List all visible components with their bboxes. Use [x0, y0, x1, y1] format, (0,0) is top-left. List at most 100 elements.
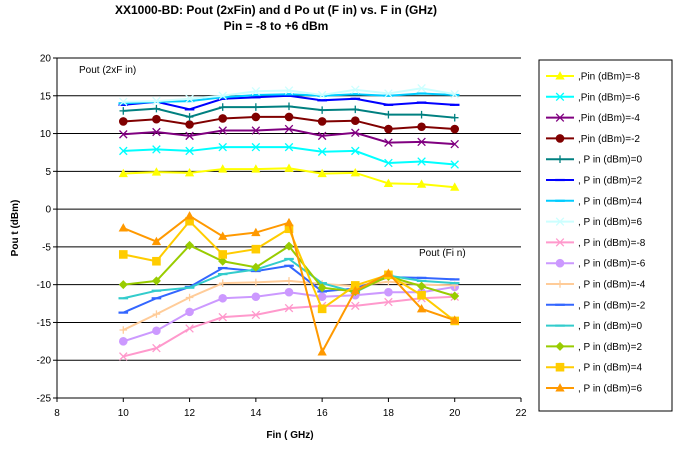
x-axis-label: Fin ( GHz): [266, 430, 313, 441]
data-point: [251, 164, 261, 173]
data-point: [152, 310, 161, 318]
data-point: [218, 103, 227, 111]
data-point: [351, 301, 360, 311]
data-point: [251, 262, 261, 272]
legend-item: ,Pin (dBm)=-6: [546, 92, 640, 103]
series-10: [118, 282, 460, 346]
y-tick-label: -20: [37, 356, 52, 367]
legend-label: , P in (dBm)=6: [578, 384, 642, 395]
data-point: [351, 128, 360, 138]
legend-label: , P in (dBm)=2: [578, 176, 642, 187]
data-point: [152, 145, 161, 154]
data-point: [218, 91, 227, 101]
data-point: [218, 126, 227, 135]
data-point: [318, 106, 326, 114]
data-point: [417, 110, 426, 119]
legend-marker: [555, 134, 565, 143]
y-axis-label: Pou t (dBm): [10, 200, 21, 257]
legend-label: , P in (dBm)=-2: [578, 300, 646, 311]
series-5: [119, 102, 459, 122]
data-point: [384, 138, 393, 147]
data-point: [317, 117, 327, 126]
data-point: [384, 89, 393, 98]
legend-item: , P in (dBm)=6: [546, 217, 642, 228]
data-point: [152, 114, 161, 124]
y-tick-label: 5: [45, 167, 51, 178]
legend-item: , P in (dBm)=-4: [546, 280, 646, 291]
data-point: [417, 137, 426, 147]
legend-label: , P in (dBm)=0: [578, 321, 642, 332]
data-point: [384, 110, 393, 119]
chart-subtitle: Pin = -8 to +6 dBm: [224, 19, 329, 33]
data-point: [450, 291, 460, 301]
x-tick-label: 10: [118, 408, 130, 419]
data-point: [118, 280, 128, 290]
x-tick-label: 16: [317, 408, 329, 419]
data-point: [185, 240, 195, 250]
data-point: [317, 304, 327, 314]
data-point: [185, 120, 194, 129]
legend-item: , P in (dBm)=2: [546, 176, 642, 187]
data-point: [118, 337, 128, 346]
data-point: [119, 352, 128, 361]
series-3: [119, 124, 459, 149]
data-point: [450, 315, 460, 324]
legend-label: , P in (dBm)=-6: [578, 259, 646, 270]
legend-item: , P in (dBm)=0: [546, 155, 642, 166]
data-point: [417, 281, 427, 291]
axis-layer: -25 -20 -15 -10 -5 0 5 10 15 20 8 10 12 14 16 18 20 22: [37, 54, 527, 420]
data-point: [119, 130, 128, 139]
legend-label: , P in (dBm)=4: [578, 196, 642, 207]
data-point: [284, 124, 294, 134]
data-point: [417, 157, 426, 166]
legend-marker: [556, 280, 564, 288]
data-point: [119, 97, 128, 107]
data-point: [218, 231, 228, 240]
data-point: [152, 343, 161, 353]
data-point: [284, 303, 294, 313]
data-point: [251, 126, 261, 135]
data-point: [384, 297, 393, 307]
legend-marker: [555, 238, 565, 247]
data-point: [119, 107, 128, 115]
series-2: [119, 142, 459, 169]
legend-marker: [555, 71, 565, 80]
data-point: [185, 94, 194, 104]
legend-label: ,Pin (dBm)=-6: [578, 92, 640, 103]
annotation-pout-fin: Pout (Fi n): [419, 248, 466, 259]
data-point: [417, 83, 426, 93]
x-tick-label: 22: [515, 408, 527, 419]
data-point: [284, 241, 294, 251]
data-point: [284, 287, 294, 297]
legend-marker: [555, 383, 565, 392]
y-tick-label: 20: [40, 54, 52, 65]
data-point: [383, 268, 394, 277]
x-tick-label: 14: [250, 408, 262, 419]
data-point: [383, 178, 394, 187]
annotation-pout-2xfin: Pout (2xF in): [79, 65, 136, 76]
data-point: [151, 276, 161, 286]
data-point: [384, 158, 393, 168]
data-point: [351, 85, 360, 94]
data-point: [151, 236, 162, 246]
x-tick-label: 8: [54, 408, 60, 419]
data-point: [218, 114, 228, 123]
data-point: [450, 113, 459, 122]
data-point: [284, 112, 294, 122]
data-point: [417, 290, 426, 300]
data-point: [218, 256, 228, 266]
legend-marker: [555, 92, 565, 102]
data-point: [185, 307, 194, 317]
data-point: [384, 124, 393, 134]
data-point: [417, 122, 426, 132]
data-point: [119, 326, 128, 334]
y-tick-label: -10: [37, 280, 52, 291]
data-point: [450, 139, 459, 149]
legend-item: ,Pin (dBm)=-8: [546, 71, 640, 83]
data-point: [317, 131, 327, 141]
legend-label: , P in (dBm)=-4: [578, 280, 646, 291]
data-point: [152, 127, 161, 137]
data-point: [185, 293, 194, 302]
legend-item: , P in (dBm)=-2: [546, 300, 646, 311]
